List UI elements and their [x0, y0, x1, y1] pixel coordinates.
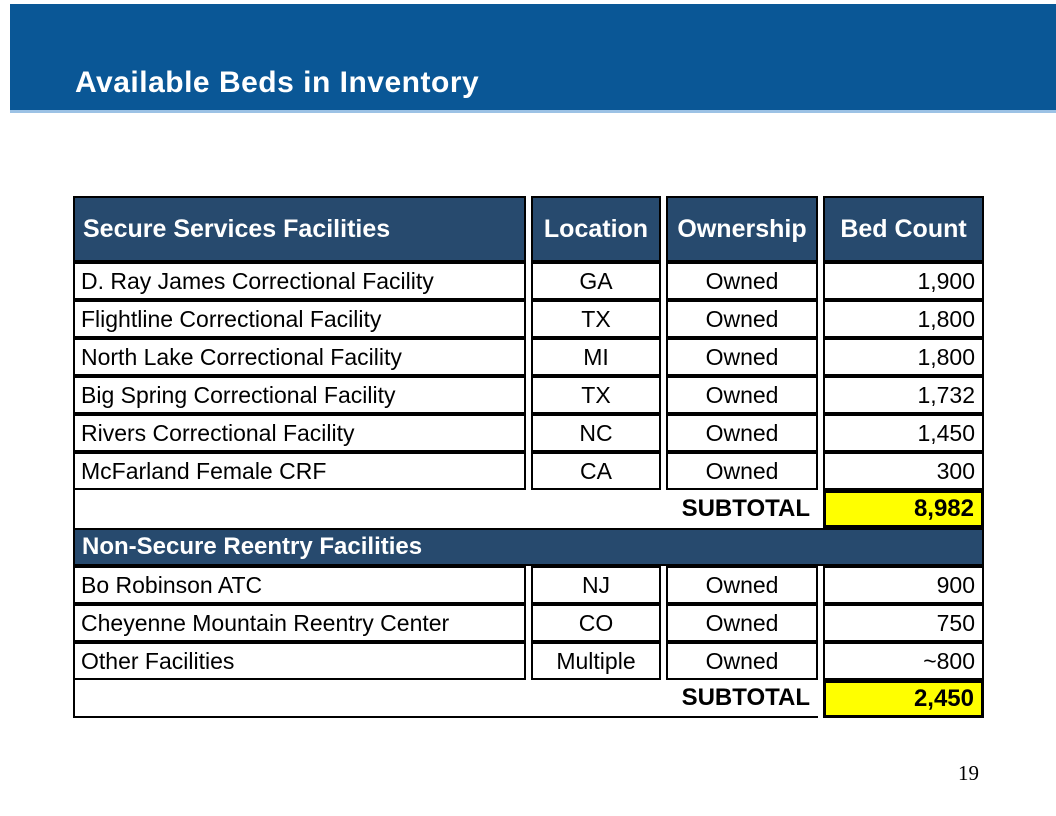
- ownership-cell: Owned: [666, 300, 818, 338]
- facility-name-cell: Big Spring Correctional Facility: [73, 376, 526, 414]
- inventory-table: Secure Services Facilities Location Owne…: [73, 196, 984, 718]
- bed-count-cell: 900: [823, 566, 984, 604]
- location-cell: CA: [531, 452, 661, 490]
- ownership-cell: Owned: [666, 452, 818, 490]
- bed-count-cell: 1,800: [823, 300, 984, 338]
- table-row: Big Spring Correctional Facility TX Owne…: [73, 376, 984, 414]
- column-header-ownership: Ownership: [666, 196, 818, 262]
- facility-name-cell: D. Ray James Correctional Facility: [73, 262, 526, 300]
- table-row: Other Facilities Multiple Owned ~800: [73, 642, 984, 680]
- table-row: Flightline Correctional Facility TX Owne…: [73, 300, 984, 338]
- facility-name-cell: Other Facilities: [73, 642, 526, 680]
- location-cell: GA: [531, 262, 661, 300]
- location-cell: MI: [531, 338, 661, 376]
- ownership-cell: Owned: [666, 338, 818, 376]
- table-row: Cheyenne Mountain Reentry Center CO Owne…: [73, 604, 984, 642]
- section-header-row: Non-Secure Reentry Facilities: [73, 528, 984, 566]
- ownership-cell: Owned: [666, 566, 818, 604]
- facility-name-cell: McFarland Female CRF: [73, 452, 526, 490]
- bed-count-cell: 750: [823, 604, 984, 642]
- table-header-row: Secure Services Facilities Location Owne…: [73, 196, 984, 262]
- subtotal-label: SUBTOTAL: [73, 680, 818, 718]
- facility-name-cell: Cheyenne Mountain Reentry Center: [73, 604, 526, 642]
- title-bar: Available Beds in Inventory: [10, 4, 1056, 113]
- subtotal-value-highlight: 2,450: [823, 680, 984, 718]
- page-number: 19: [958, 761, 979, 785]
- ownership-cell: Owned: [666, 376, 818, 414]
- bed-count-cell: 300: [823, 452, 984, 490]
- ownership-cell: Owned: [666, 604, 818, 642]
- ownership-cell: Owned: [666, 642, 818, 680]
- location-cell: Multiple: [531, 642, 661, 680]
- bed-count-cell: ~800: [823, 642, 984, 680]
- table-row: North Lake Correctional Facility MI Owne…: [73, 338, 984, 376]
- ownership-cell: Owned: [666, 262, 818, 300]
- column-header-location: Location: [531, 196, 661, 262]
- location-cell: NJ: [531, 566, 661, 604]
- location-cell: CO: [531, 604, 661, 642]
- facility-name-cell: Flightline Correctional Facility: [73, 300, 526, 338]
- bed-count-cell: 1,800: [823, 338, 984, 376]
- location-cell: TX: [531, 376, 661, 414]
- facility-name-cell: Bo Robinson ATC: [73, 566, 526, 604]
- subtotal-value-highlight: 8,982: [823, 490, 984, 528]
- subtotal-label: SUBTOTAL: [73, 490, 818, 528]
- subtotal-row: SUBTOTAL 8,982: [73, 490, 984, 528]
- table-row: Rivers Correctional Facility NC Owned 1,…: [73, 414, 984, 452]
- facility-name-cell: Rivers Correctional Facility: [73, 414, 526, 452]
- table-row: Bo Robinson ATC NJ Owned 900: [73, 566, 984, 604]
- facility-name-cell: North Lake Correctional Facility: [73, 338, 526, 376]
- ownership-cell: Owned: [666, 414, 818, 452]
- bed-count-cell: 1,450: [823, 414, 984, 452]
- bed-count-cell: 1,732: [823, 376, 984, 414]
- location-cell: TX: [531, 300, 661, 338]
- section-header-non-secure: Non-Secure Reentry Facilities: [73, 528, 984, 566]
- column-header-bed-count: Bed Count: [823, 196, 984, 262]
- page-title: Available Beds in Inventory: [75, 66, 480, 99]
- table-row: D. Ray James Correctional Facility GA Ow…: [73, 262, 984, 300]
- subtotal-row: SUBTOTAL 2,450: [73, 680, 984, 718]
- column-header-facilities: Secure Services Facilities: [73, 196, 526, 262]
- table-row: McFarland Female CRF CA Owned 300: [73, 452, 984, 490]
- bed-count-cell: 1,900: [823, 262, 984, 300]
- location-cell: NC: [531, 414, 661, 452]
